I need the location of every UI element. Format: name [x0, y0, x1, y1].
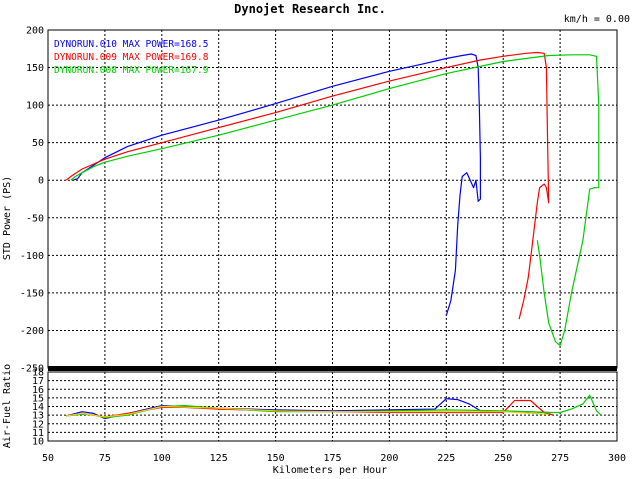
x-tick-label: 175: [323, 453, 341, 464]
legend-entry: DYNORUN.008 MAX POWER=167.9: [54, 65, 209, 76]
power-grid: [47, 29, 618, 371]
x-tick-label: 300: [608, 453, 626, 464]
power-y-tick-label: 200: [26, 26, 44, 37]
power-series-dynorun-010: [72, 53, 481, 316]
power-y-axis-label: STD Power (PS): [2, 176, 13, 260]
afr-series-dynorun-009: [66, 399, 554, 418]
x-tick-label: 225: [437, 453, 455, 464]
afr-series-group: [66, 394, 602, 420]
x-tick-label: 75: [99, 453, 111, 464]
afr-y-tick-label: 13: [32, 411, 44, 422]
power-series-dynorun-009: [65, 51, 550, 320]
afr-y-axis-label: Air-Fuel Ratio: [2, 364, 13, 448]
x-tick-label: 275: [551, 453, 569, 464]
legend: DYNORUN.010 MAX POWER=168.5 DYNORUN.009 M…: [54, 39, 209, 76]
power-series-dynorun-008: [70, 54, 600, 347]
power-y-tick-label: -100: [20, 251, 44, 262]
afr-y-tick-label: 17: [32, 376, 44, 387]
x-tick-label: 50: [42, 453, 54, 464]
panel-separator: [48, 366, 617, 371]
x-tick-labels: 50 75 100 125 150 175 200 225 250 275 300: [42, 453, 626, 464]
afr-frame: [47, 371, 618, 442]
afr-grid: [47, 371, 618, 442]
x-axis-label: Kilometers per Hour: [273, 465, 387, 476]
power-y-tick-label: -250: [20, 364, 44, 375]
power-y-tick-label: 0: [38, 176, 44, 187]
x-tick-label: 200: [380, 453, 398, 464]
afr-y-tick-label: 18: [32, 368, 44, 379]
afr-y-tick-label: 14: [32, 402, 44, 413]
legend-entry: DYNORUN.010 MAX POWER=168.5: [54, 39, 208, 50]
x-tick-label: 150: [267, 453, 285, 464]
afr-y-tick-label: 10: [32, 437, 44, 448]
power-y-tick-label: -150: [20, 288, 44, 299]
legend-entry: DYNORUN.009 MAX POWER=169.8: [54, 52, 209, 63]
afr-series-dynorun-avg: [66, 405, 549, 418]
afr-y-tick-label: 16: [32, 385, 44, 396]
afr-y-tick-label: 12: [32, 419, 44, 430]
power-series-group: [65, 51, 600, 347]
power-y-tick-label: 100: [26, 101, 44, 112]
power-y-tick-label: 150: [26, 63, 44, 74]
power-y-tick-label: -200: [20, 326, 44, 337]
chart-title: Dynojet Research Inc.: [234, 2, 386, 16]
afr-y-tick-label: 15: [32, 393, 44, 404]
km-readout: km/h = 0.00: [564, 14, 630, 25]
power-y-tick-labels: -250 -200 -150 -100 -50 0 50 100 150 200: [20, 26, 44, 375]
x-tick-label: 100: [153, 453, 171, 464]
x-tick-label: 250: [494, 453, 512, 464]
x-tick-label: 125: [210, 453, 228, 464]
power-y-tick-label: -50: [26, 213, 44, 224]
power-y-tick-label: 50: [32, 138, 44, 149]
afr-y-tick-label: 11: [32, 428, 44, 439]
